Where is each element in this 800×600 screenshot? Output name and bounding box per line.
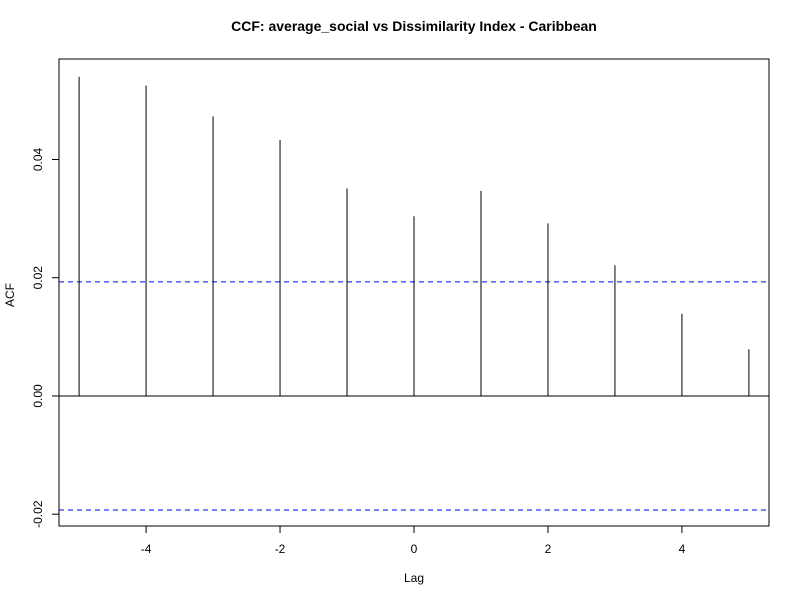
y-axis: -0.02 0.00 0.02 0.04 bbox=[31, 147, 59, 528]
ccf-bars bbox=[78, 76, 750, 396]
x-tick-label: 4 bbox=[679, 542, 686, 556]
y-tick-label: 0.00 bbox=[31, 384, 45, 408]
y-tick-label: 0.04 bbox=[31, 147, 45, 171]
x-tick-label: 0 bbox=[411, 542, 418, 556]
x-tick-label: -4 bbox=[141, 542, 152, 556]
x-axis: -4 -2 0 2 4 bbox=[141, 526, 686, 556]
y-axis-label: ACF bbox=[3, 283, 17, 307]
y-tick-label: -0.02 bbox=[31, 500, 45, 528]
chart-title: CCF: average_social vs Dissimilarity Ind… bbox=[231, 18, 597, 34]
x-tick-label: -2 bbox=[275, 542, 286, 556]
x-axis-label: Lag bbox=[404, 571, 424, 585]
x-tick-label: 2 bbox=[545, 542, 552, 556]
y-tick-label: 0.02 bbox=[31, 266, 45, 290]
